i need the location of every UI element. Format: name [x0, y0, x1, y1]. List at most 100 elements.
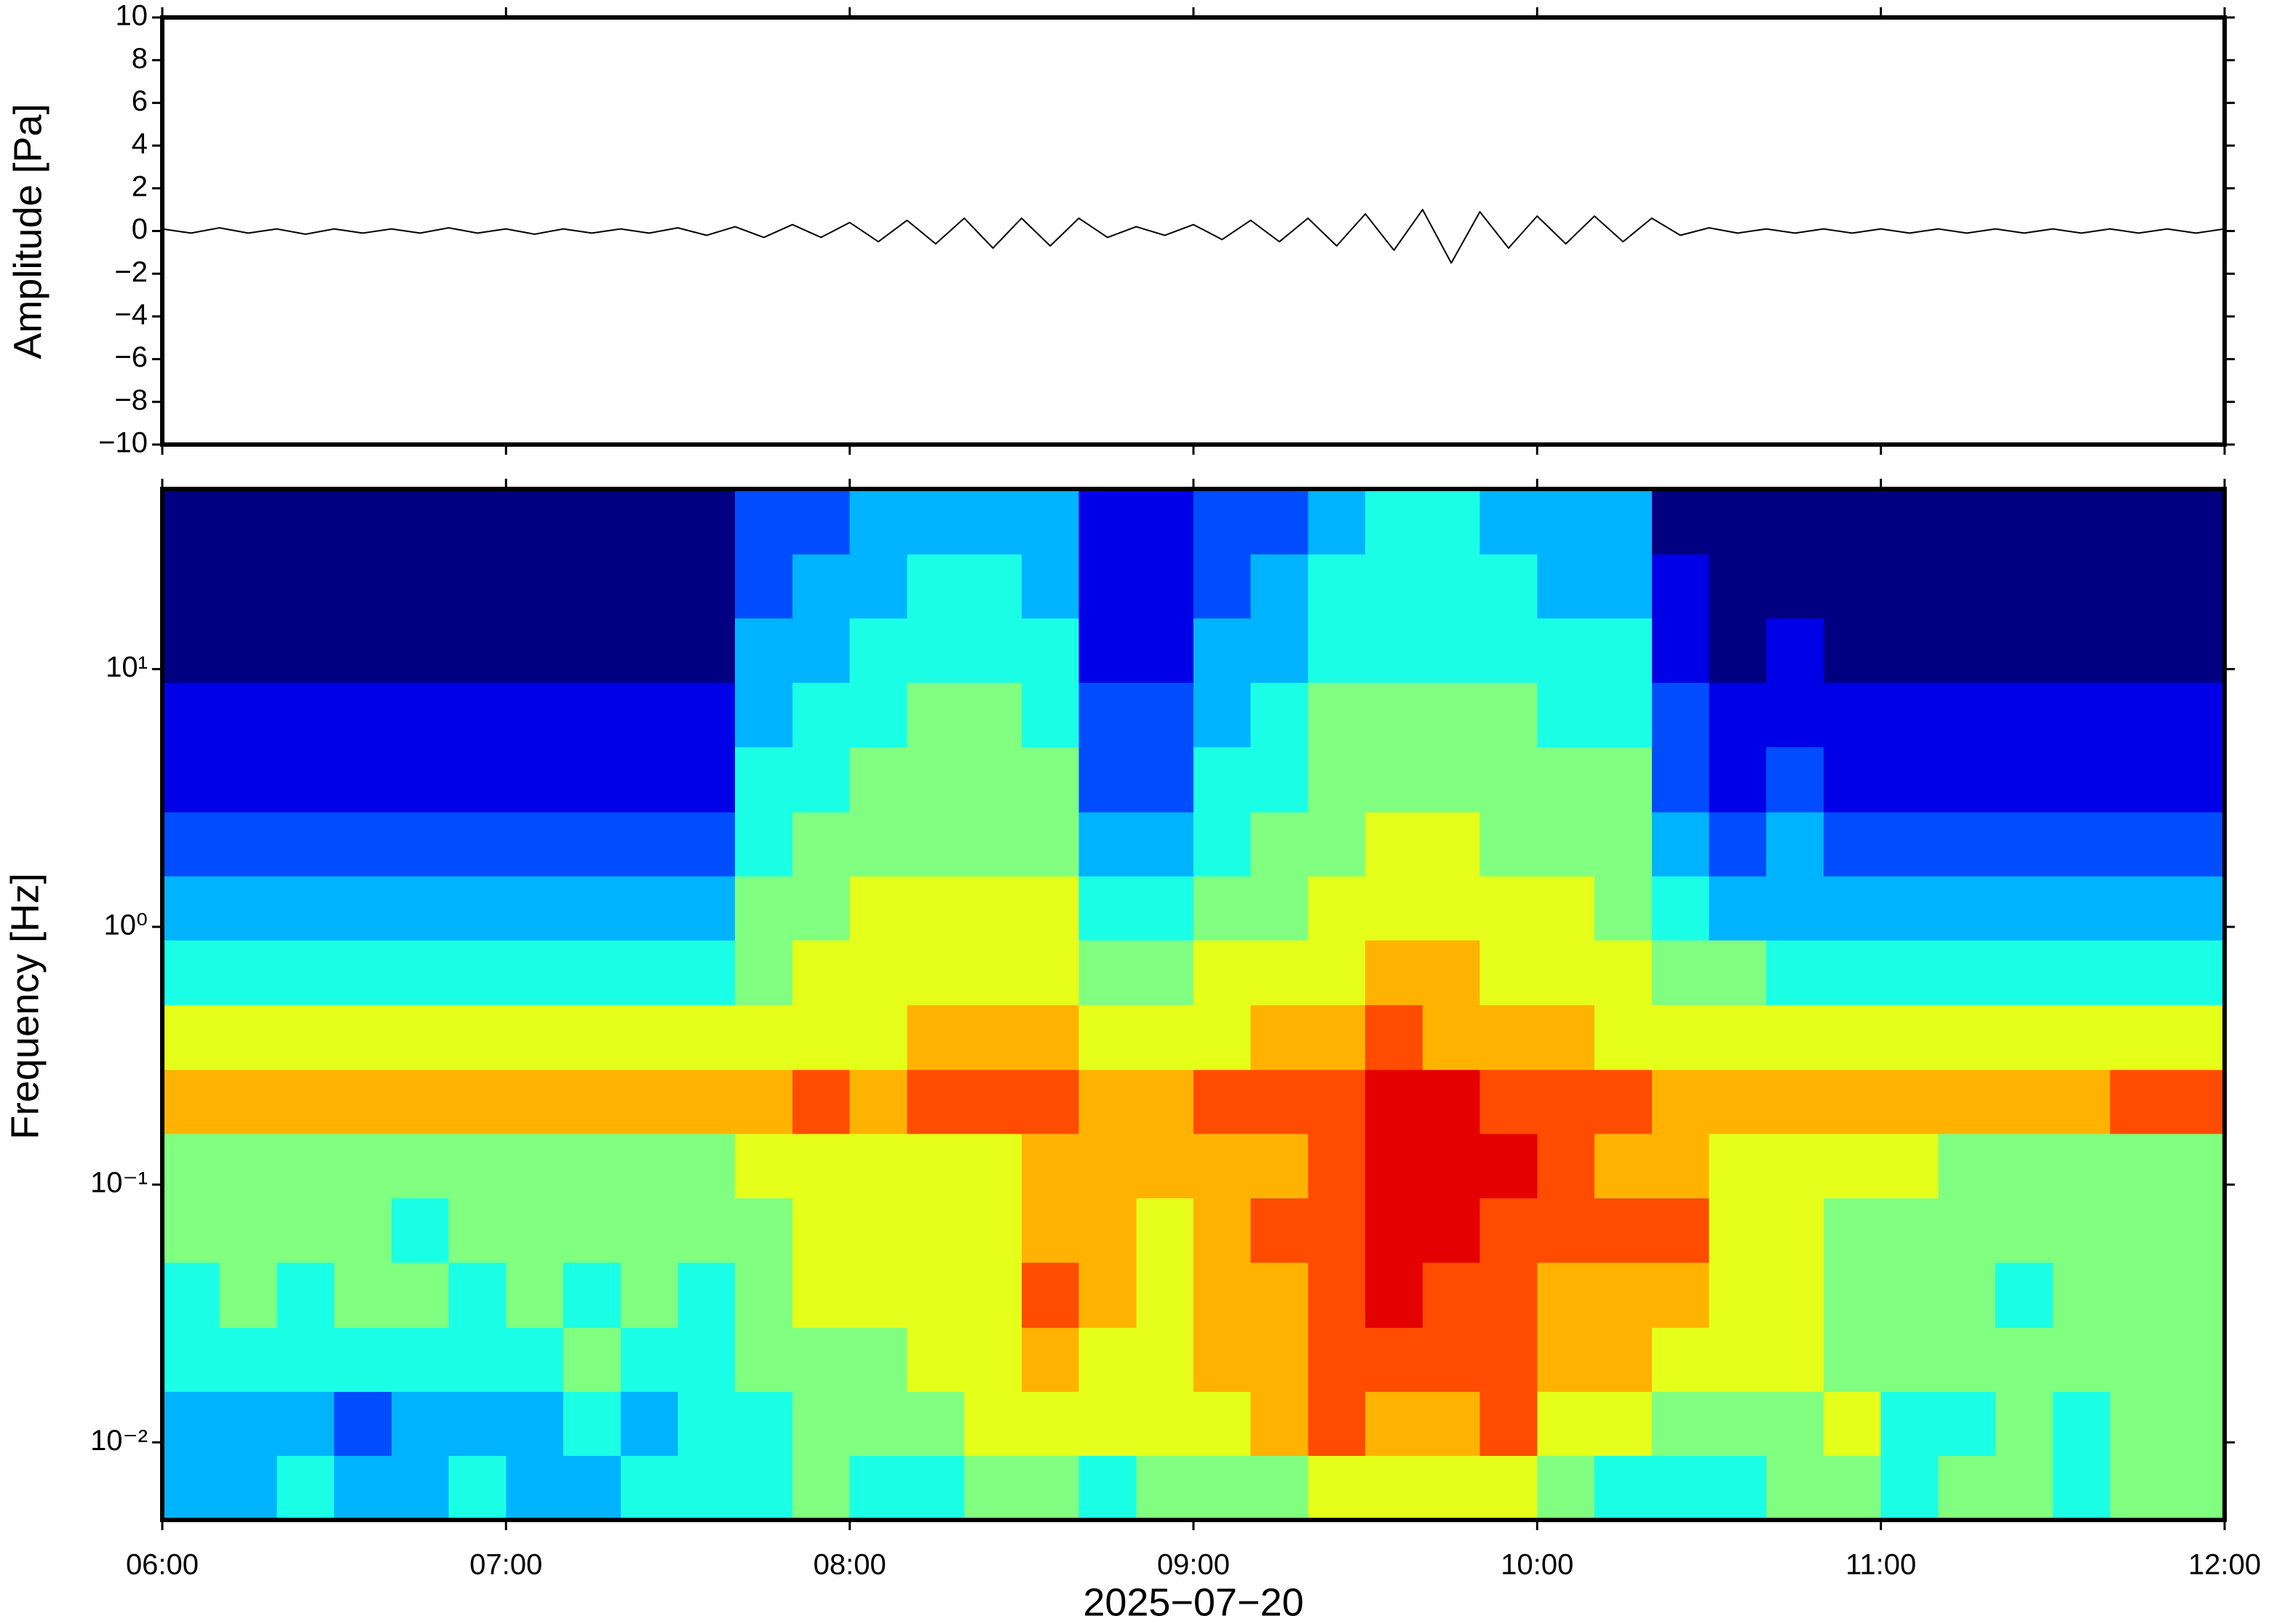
cell	[1938, 939, 1996, 1006]
cell	[1021, 1133, 1080, 1198]
cell	[1823, 811, 1882, 877]
cell	[1078, 875, 1137, 941]
cell	[391, 875, 450, 941]
cell	[277, 618, 335, 683]
cell	[907, 1133, 965, 1198]
cell	[1193, 875, 1252, 941]
cell	[849, 1455, 908, 1520]
cell	[1078, 1198, 1137, 1263]
cell	[1537, 1133, 1595, 1198]
cell	[1938, 1390, 1996, 1457]
cell	[334, 1262, 392, 1328]
cell	[277, 1262, 335, 1328]
cell	[506, 1133, 564, 1198]
cell	[391, 618, 450, 683]
cell	[620, 1326, 679, 1392]
cell	[1594, 811, 1653, 877]
cell	[1766, 1262, 1824, 1328]
cell	[1880, 1133, 1939, 1198]
cell	[1308, 682, 1366, 748]
cell	[677, 489, 736, 555]
cell	[219, 1455, 278, 1520]
cell	[277, 489, 335, 555]
cell	[391, 1133, 450, 1198]
cell	[735, 1455, 793, 1520]
cell	[2110, 618, 2169, 683]
cell	[735, 811, 793, 877]
cell	[1766, 618, 1824, 683]
cell	[162, 1455, 220, 1520]
y-tick-label: 10⁰	[103, 909, 148, 941]
cell	[1422, 489, 1481, 555]
cell	[1594, 682, 1653, 748]
cell	[1479, 875, 1538, 941]
cell	[334, 747, 392, 813]
cell	[1021, 1069, 1080, 1134]
cell	[735, 875, 793, 941]
cell	[277, 875, 335, 941]
cell	[964, 1069, 1022, 1134]
cell	[1021, 554, 1080, 619]
cell	[563, 1326, 621, 1392]
cell	[334, 554, 392, 619]
cell	[1308, 875, 1366, 941]
cell	[964, 618, 1022, 683]
cell	[1823, 939, 1882, 1006]
cell	[1250, 1262, 1309, 1328]
cell	[1594, 554, 1653, 619]
x-tick-label: 10:00	[1501, 1549, 1573, 1581]
cell	[620, 1133, 679, 1198]
cell	[1766, 1390, 1824, 1457]
cell	[1880, 554, 1939, 619]
cell	[1422, 1198, 1481, 1263]
cell	[1365, 1198, 1423, 1263]
y-tick-label: 4	[132, 128, 148, 160]
cell	[1136, 875, 1194, 941]
cell	[1136, 939, 1194, 1006]
cell	[162, 1262, 220, 1328]
cell	[219, 1133, 278, 1198]
cell	[563, 1069, 621, 1134]
cell	[964, 1390, 1022, 1457]
y-axis-label: Amplitude [Pa]	[6, 103, 49, 359]
cell	[2167, 1069, 2225, 1134]
cell	[391, 682, 450, 748]
cell	[506, 747, 564, 813]
cell	[1709, 939, 1768, 1006]
cell	[1995, 618, 2054, 683]
cell	[277, 939, 335, 1006]
cell	[1193, 939, 1252, 1006]
cell	[1250, 1133, 1309, 1198]
cell	[1365, 1455, 1423, 1520]
cell	[162, 1390, 220, 1457]
cell	[1422, 1069, 1481, 1134]
cell	[1537, 1198, 1595, 1263]
cell	[334, 1004, 392, 1070]
cell	[1136, 554, 1194, 619]
x-axis-label: 2025−07−20	[1083, 1580, 1303, 1624]
cell	[1880, 618, 1939, 683]
cell	[1823, 618, 1882, 683]
cell	[677, 1004, 736, 1070]
cell	[334, 618, 392, 683]
cell	[506, 1004, 564, 1070]
cell	[1021, 811, 1080, 877]
cell	[1537, 682, 1595, 748]
cell	[1823, 747, 1882, 813]
cell	[334, 1069, 392, 1134]
cell	[1594, 489, 1653, 555]
cell	[162, 1069, 220, 1134]
cell	[1078, 1455, 1137, 1520]
cell	[620, 747, 679, 813]
cell	[2110, 489, 2169, 555]
cell	[219, 1004, 278, 1070]
cell	[162, 1326, 220, 1392]
cell	[1250, 1004, 1309, 1070]
cell	[1021, 489, 1080, 555]
cell	[1136, 1198, 1194, 1263]
y-tick-label: 2	[132, 170, 148, 202]
cell	[1250, 875, 1309, 941]
cell	[907, 618, 965, 683]
cell	[1880, 875, 1939, 941]
cell	[219, 618, 278, 683]
